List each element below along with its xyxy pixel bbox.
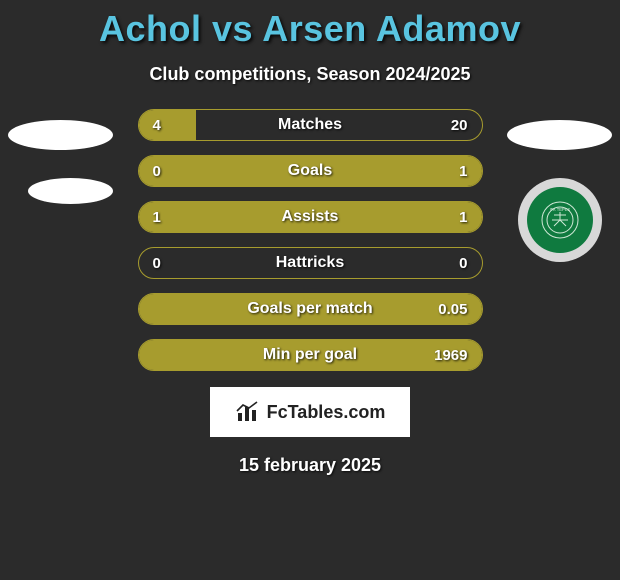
stat-value-right: 1 (459, 209, 467, 226)
stat-label: Matches (139, 116, 482, 134)
stat-label: Goals per match (139, 300, 482, 318)
stat-label: Assists (139, 208, 482, 226)
stat-value-right: 0 (459, 255, 467, 272)
stat-row: Goals per match0.05 (138, 293, 483, 325)
stat-row: Min per goal1969 (138, 339, 483, 371)
stat-value-right: 1969 (434, 347, 467, 364)
player-left-placeholder-ellipse (8, 120, 113, 150)
date: 15 february 2025 (0, 455, 620, 476)
player-right-placeholder-ellipse (507, 120, 612, 150)
fctables-logo-text: FcTables.com (267, 402, 386, 423)
club-right-badge-inner: ФК ТЕРЕК (527, 187, 593, 253)
stat-row: 1Assists1 (138, 201, 483, 233)
page-title: Achol vs Arsen Adamov (0, 0, 620, 50)
club-left-placeholder-ellipse (28, 178, 113, 204)
stat-label: Min per goal (139, 346, 482, 364)
club-right-badge: ФК ТЕРЕК (518, 178, 602, 262)
stat-value-right: 1 (459, 163, 467, 180)
stat-label: Hattricks (139, 254, 482, 272)
svg-text:ФК ТЕРЕК: ФК ТЕРЕК (550, 207, 571, 212)
stat-row: 0Hattricks0 (138, 247, 483, 279)
stat-label: Goals (139, 162, 482, 180)
stat-value-right: 20 (451, 117, 468, 134)
fctables-chart-icon (235, 401, 261, 423)
stat-row: 4Matches20 (138, 109, 483, 141)
stat-value-right: 0.05 (438, 301, 467, 318)
subtitle: Club competitions, Season 2024/2025 (0, 64, 620, 85)
fctables-logo: FcTables.com (210, 387, 410, 437)
stat-row: 0Goals1 (138, 155, 483, 187)
club-crest-icon: ФК ТЕРЕК (540, 200, 580, 240)
